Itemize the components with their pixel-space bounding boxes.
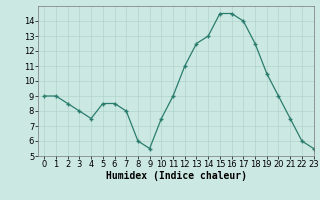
X-axis label: Humidex (Indice chaleur): Humidex (Indice chaleur) (106, 171, 246, 181)
